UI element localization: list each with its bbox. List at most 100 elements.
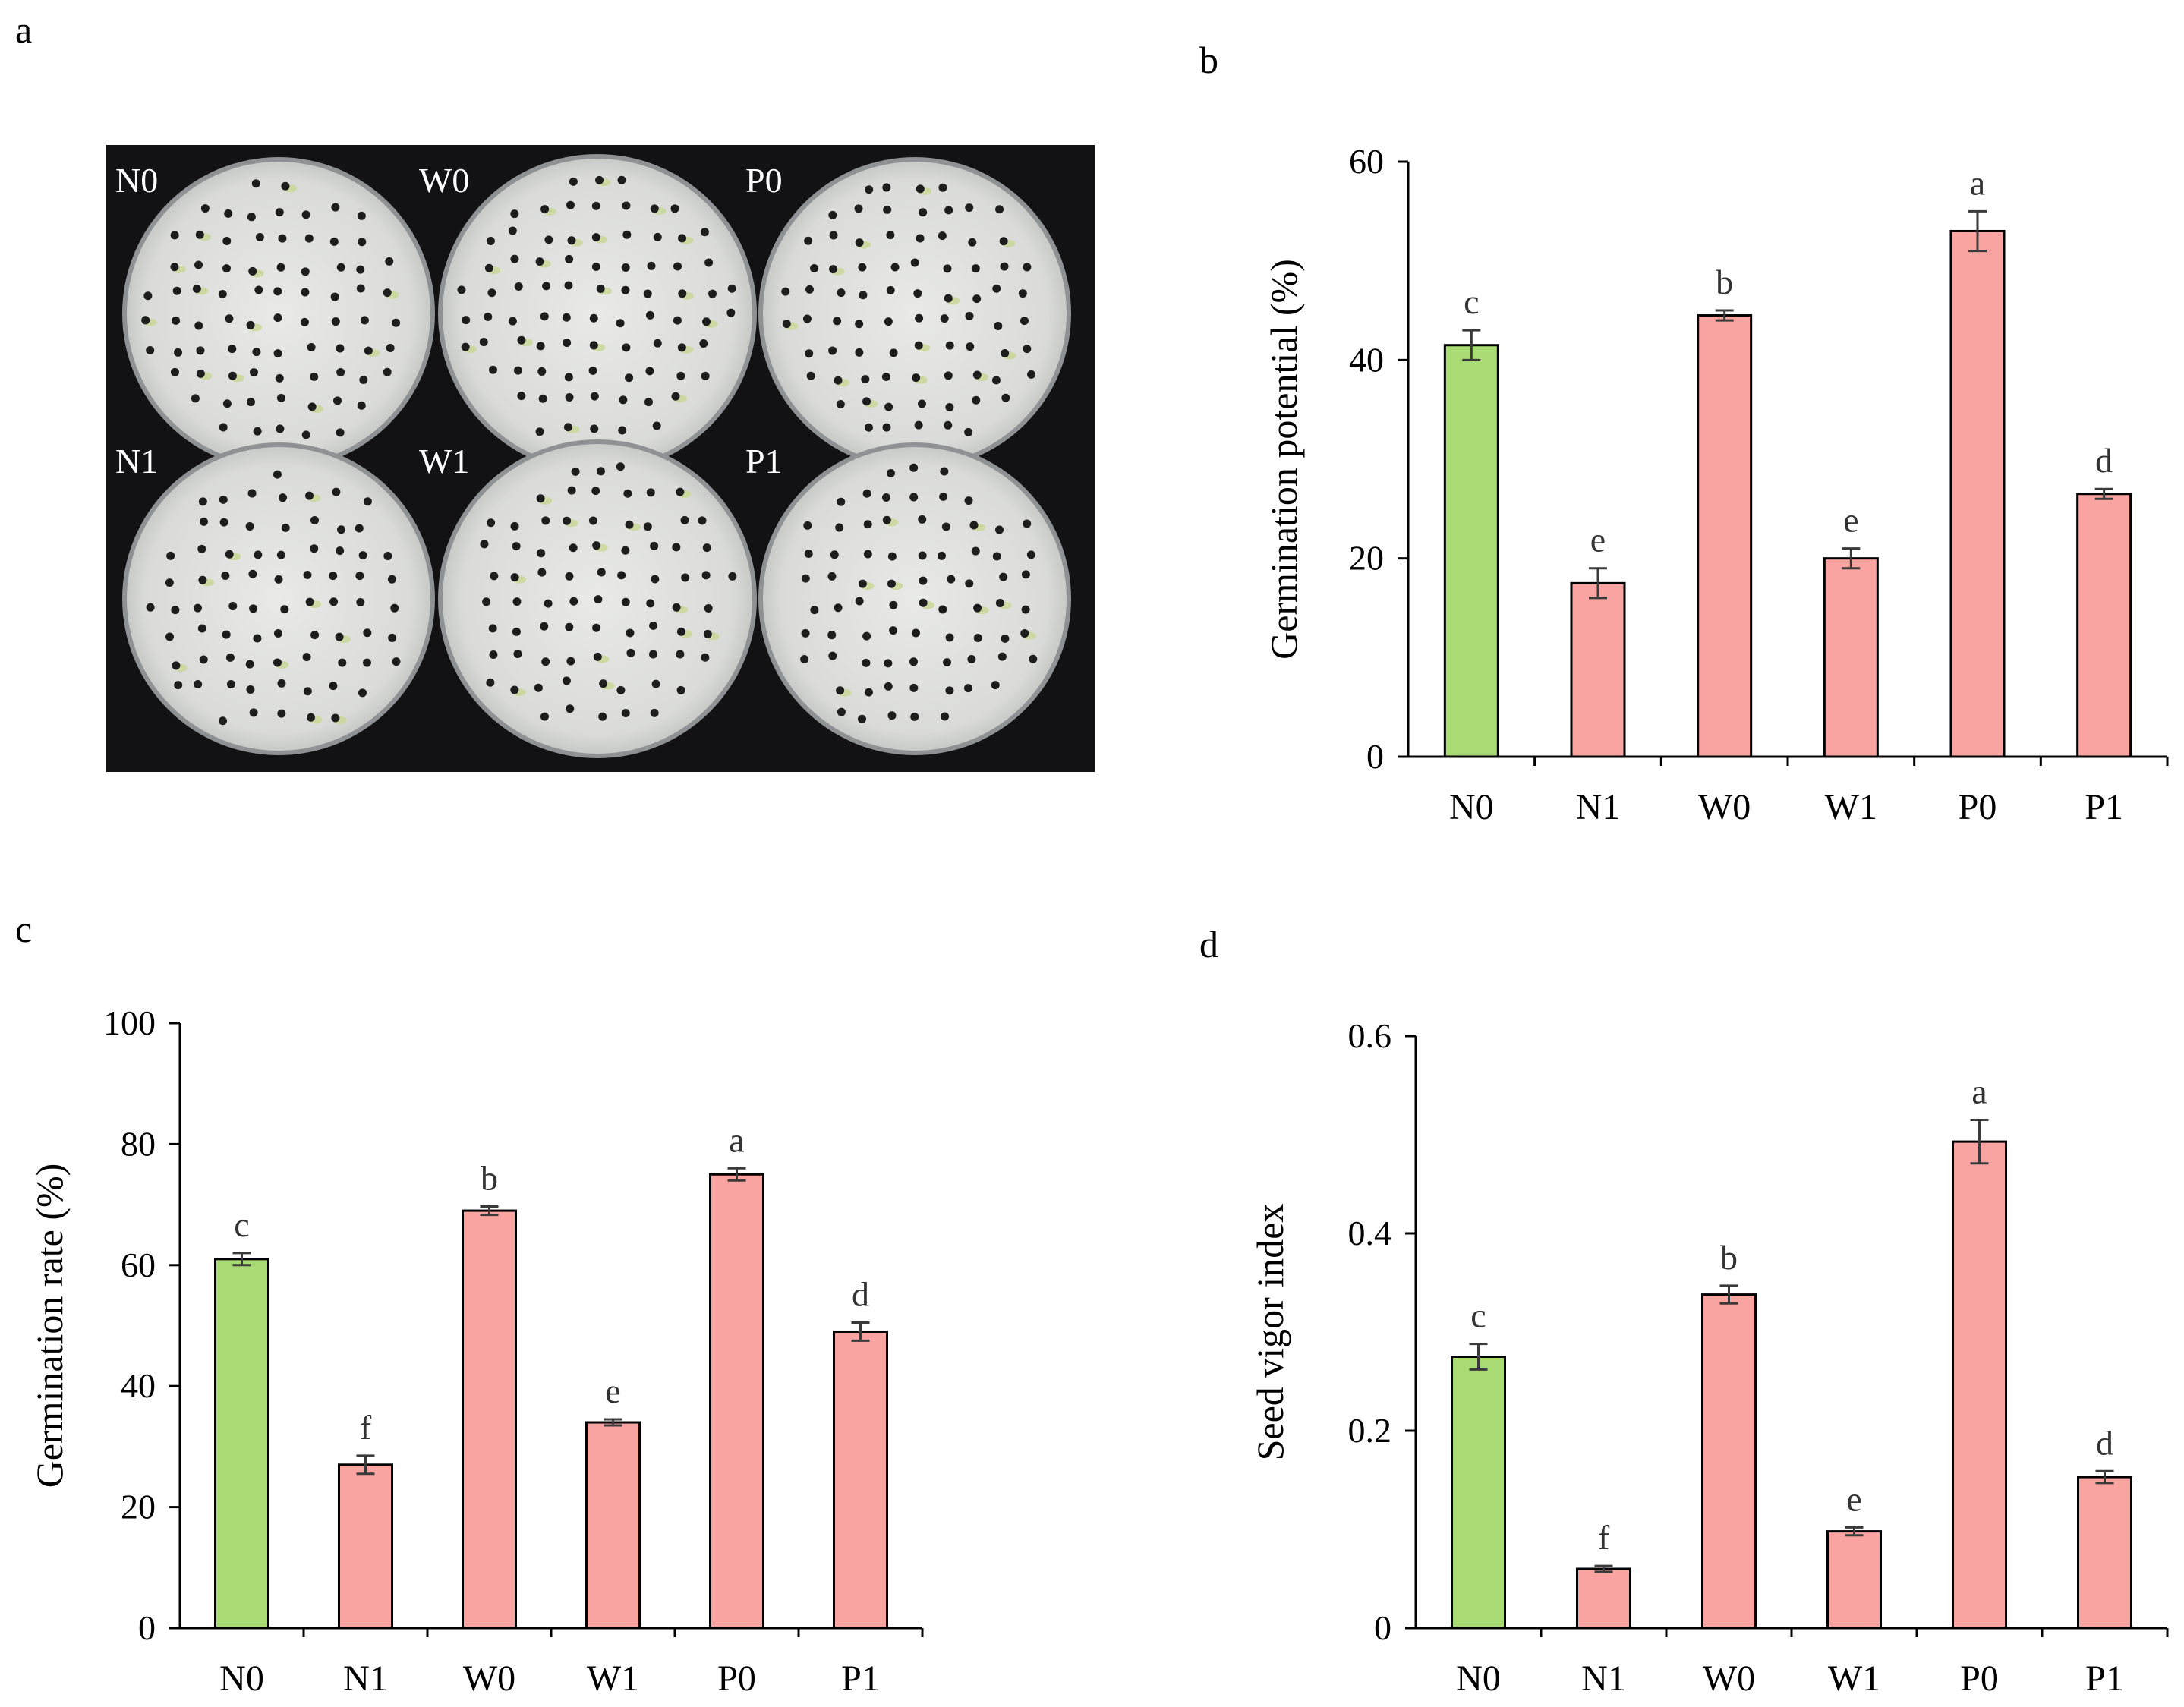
x-tick-label: W0 [463,1658,515,1699]
x-tick-label: P1 [2085,1658,2124,1699]
bar-w1 [1823,557,1879,758]
bar-w1 [1826,1530,1882,1630]
x-tick-label: N0 [1456,1658,1501,1699]
significance-letter: c [234,1205,249,1244]
y-axis-label: Germination potential (%) [1262,259,1305,660]
x-tick-label: N1 [343,1658,388,1699]
y-tick-label: 60 [1349,142,1384,181]
x-tick-label: P1 [841,1658,880,1699]
x-tick-label: N1 [1576,787,1621,827]
petri-dish [438,154,757,473]
plate-label: P1 [745,442,783,480]
significance-letter: d [852,1275,869,1314]
bar-p1 [833,1330,888,1630]
significance-letter: d [2096,1423,2113,1462]
bar-n0 [1451,1356,1506,1630]
plate-label: W0 [419,161,469,200]
error-bar [2094,487,2113,500]
y-tick-label: 0.4 [1348,1214,1392,1252]
panel-label-d: d [1199,923,1218,965]
petri-dish [122,442,435,755]
significance-letter: c [1464,282,1479,321]
y-tick-label: 0 [1374,1608,1391,1647]
y-tick-label: 20 [1349,539,1384,578]
significance-letter: a [1970,163,1985,202]
plate-label: W1 [419,442,469,480]
y-tick-label: 80 [121,1124,156,1163]
x-tick-label: N0 [1449,787,1494,827]
panel-label-b: b [1199,39,1218,81]
error-bar [1970,1119,1989,1165]
bar-n1 [338,1463,393,1630]
x-tick-label: P0 [1960,1658,1999,1699]
x-tick-label: P1 [2085,787,2123,827]
y-tick-label: 60 [121,1246,156,1284]
bar-w0 [1701,1293,1757,1630]
y-tick-label: 0.2 [1348,1411,1392,1450]
error-bar [1842,547,1861,570]
error-bar [1589,567,1607,600]
y-axis-label: Seed vigor index [1249,1204,1291,1461]
error-bar [1594,1564,1613,1573]
bar-w0 [1697,314,1753,758]
x-tick-label: W1 [587,1658,639,1699]
error-bar [604,1418,622,1427]
petri-dish [122,157,435,470]
bar-p0 [1952,1140,2007,1630]
plate-label: N0 [115,161,158,200]
significance-letter: f [1598,1518,1610,1557]
y-tick-label: 40 [1349,340,1384,379]
petri-dish [758,157,1071,470]
significance-letter: b [1716,263,1733,301]
significance-letter: f [360,1408,372,1447]
significance-letter: c [1470,1296,1486,1335]
significance-letter: b [481,1158,498,1197]
x-tick-label: W0 [1698,787,1751,827]
error-bar [727,1167,746,1182]
significance-letter: a [1971,1072,1987,1111]
x-tick-label: W0 [1703,1658,1755,1699]
plate-label: P0 [745,161,783,200]
panel-label-c: c [15,908,33,950]
significance-letter: b [1720,1238,1738,1277]
significance-letter: e [1846,1479,1861,1518]
bar-n1 [1576,1567,1631,1630]
y-tick-label: 0 [138,1608,156,1647]
significance-letter: a [729,1120,744,1159]
y-tick-label: 0 [1366,737,1384,776]
error-bar [1469,1343,1488,1371]
plate-label: N1 [115,442,158,480]
error-bar [232,1252,251,1267]
bar-p0 [709,1173,764,1630]
bar-n0 [214,1258,269,1630]
y-tick-label: 40 [121,1366,156,1405]
x-tick-label: P0 [1959,787,1997,827]
error-bar [851,1321,870,1342]
significance-letter: d [2095,441,2113,480]
error-bar [356,1454,375,1476]
x-tick-label: W1 [1828,1658,1880,1699]
bar-p0 [1949,229,2006,758]
y-tick-label: 100 [103,1003,156,1042]
significance-letter: e [1843,501,1858,540]
error-bar [1845,1526,1864,1537]
bar-n0 [1443,344,1499,758]
error-bar [1715,309,1734,322]
germination-plates-photo: N0 W0 P0 N1 W1 P1 [106,145,1095,772]
chart-germination-rate: 0 20 40 60 80 100 c N0 f N1 b W0 e W1 a P0 d P1 Germinatio… [28,1003,924,1699]
y-axis-label: Germination rate (%) [28,1164,71,1488]
y-tick-label: 20 [121,1488,156,1526]
chart-germination-potential: 0 20 40 60 c N0 e N1 b W0 e W1 a P0 d P1 Germination pot… [1262,142,2169,827]
bar-p1 [2076,493,2132,758]
error-bar [480,1205,499,1217]
error-bar [2095,1469,2114,1485]
petri-dish [438,439,757,758]
bar-w0 [462,1209,517,1630]
bar-n1 [1570,581,1626,758]
x-tick-label: W1 [1825,787,1877,827]
bar-p1 [2077,1476,2132,1630]
error-bar [1719,1284,1738,1305]
petri-dish [758,442,1071,755]
x-tick-label: N1 [1581,1658,1626,1699]
